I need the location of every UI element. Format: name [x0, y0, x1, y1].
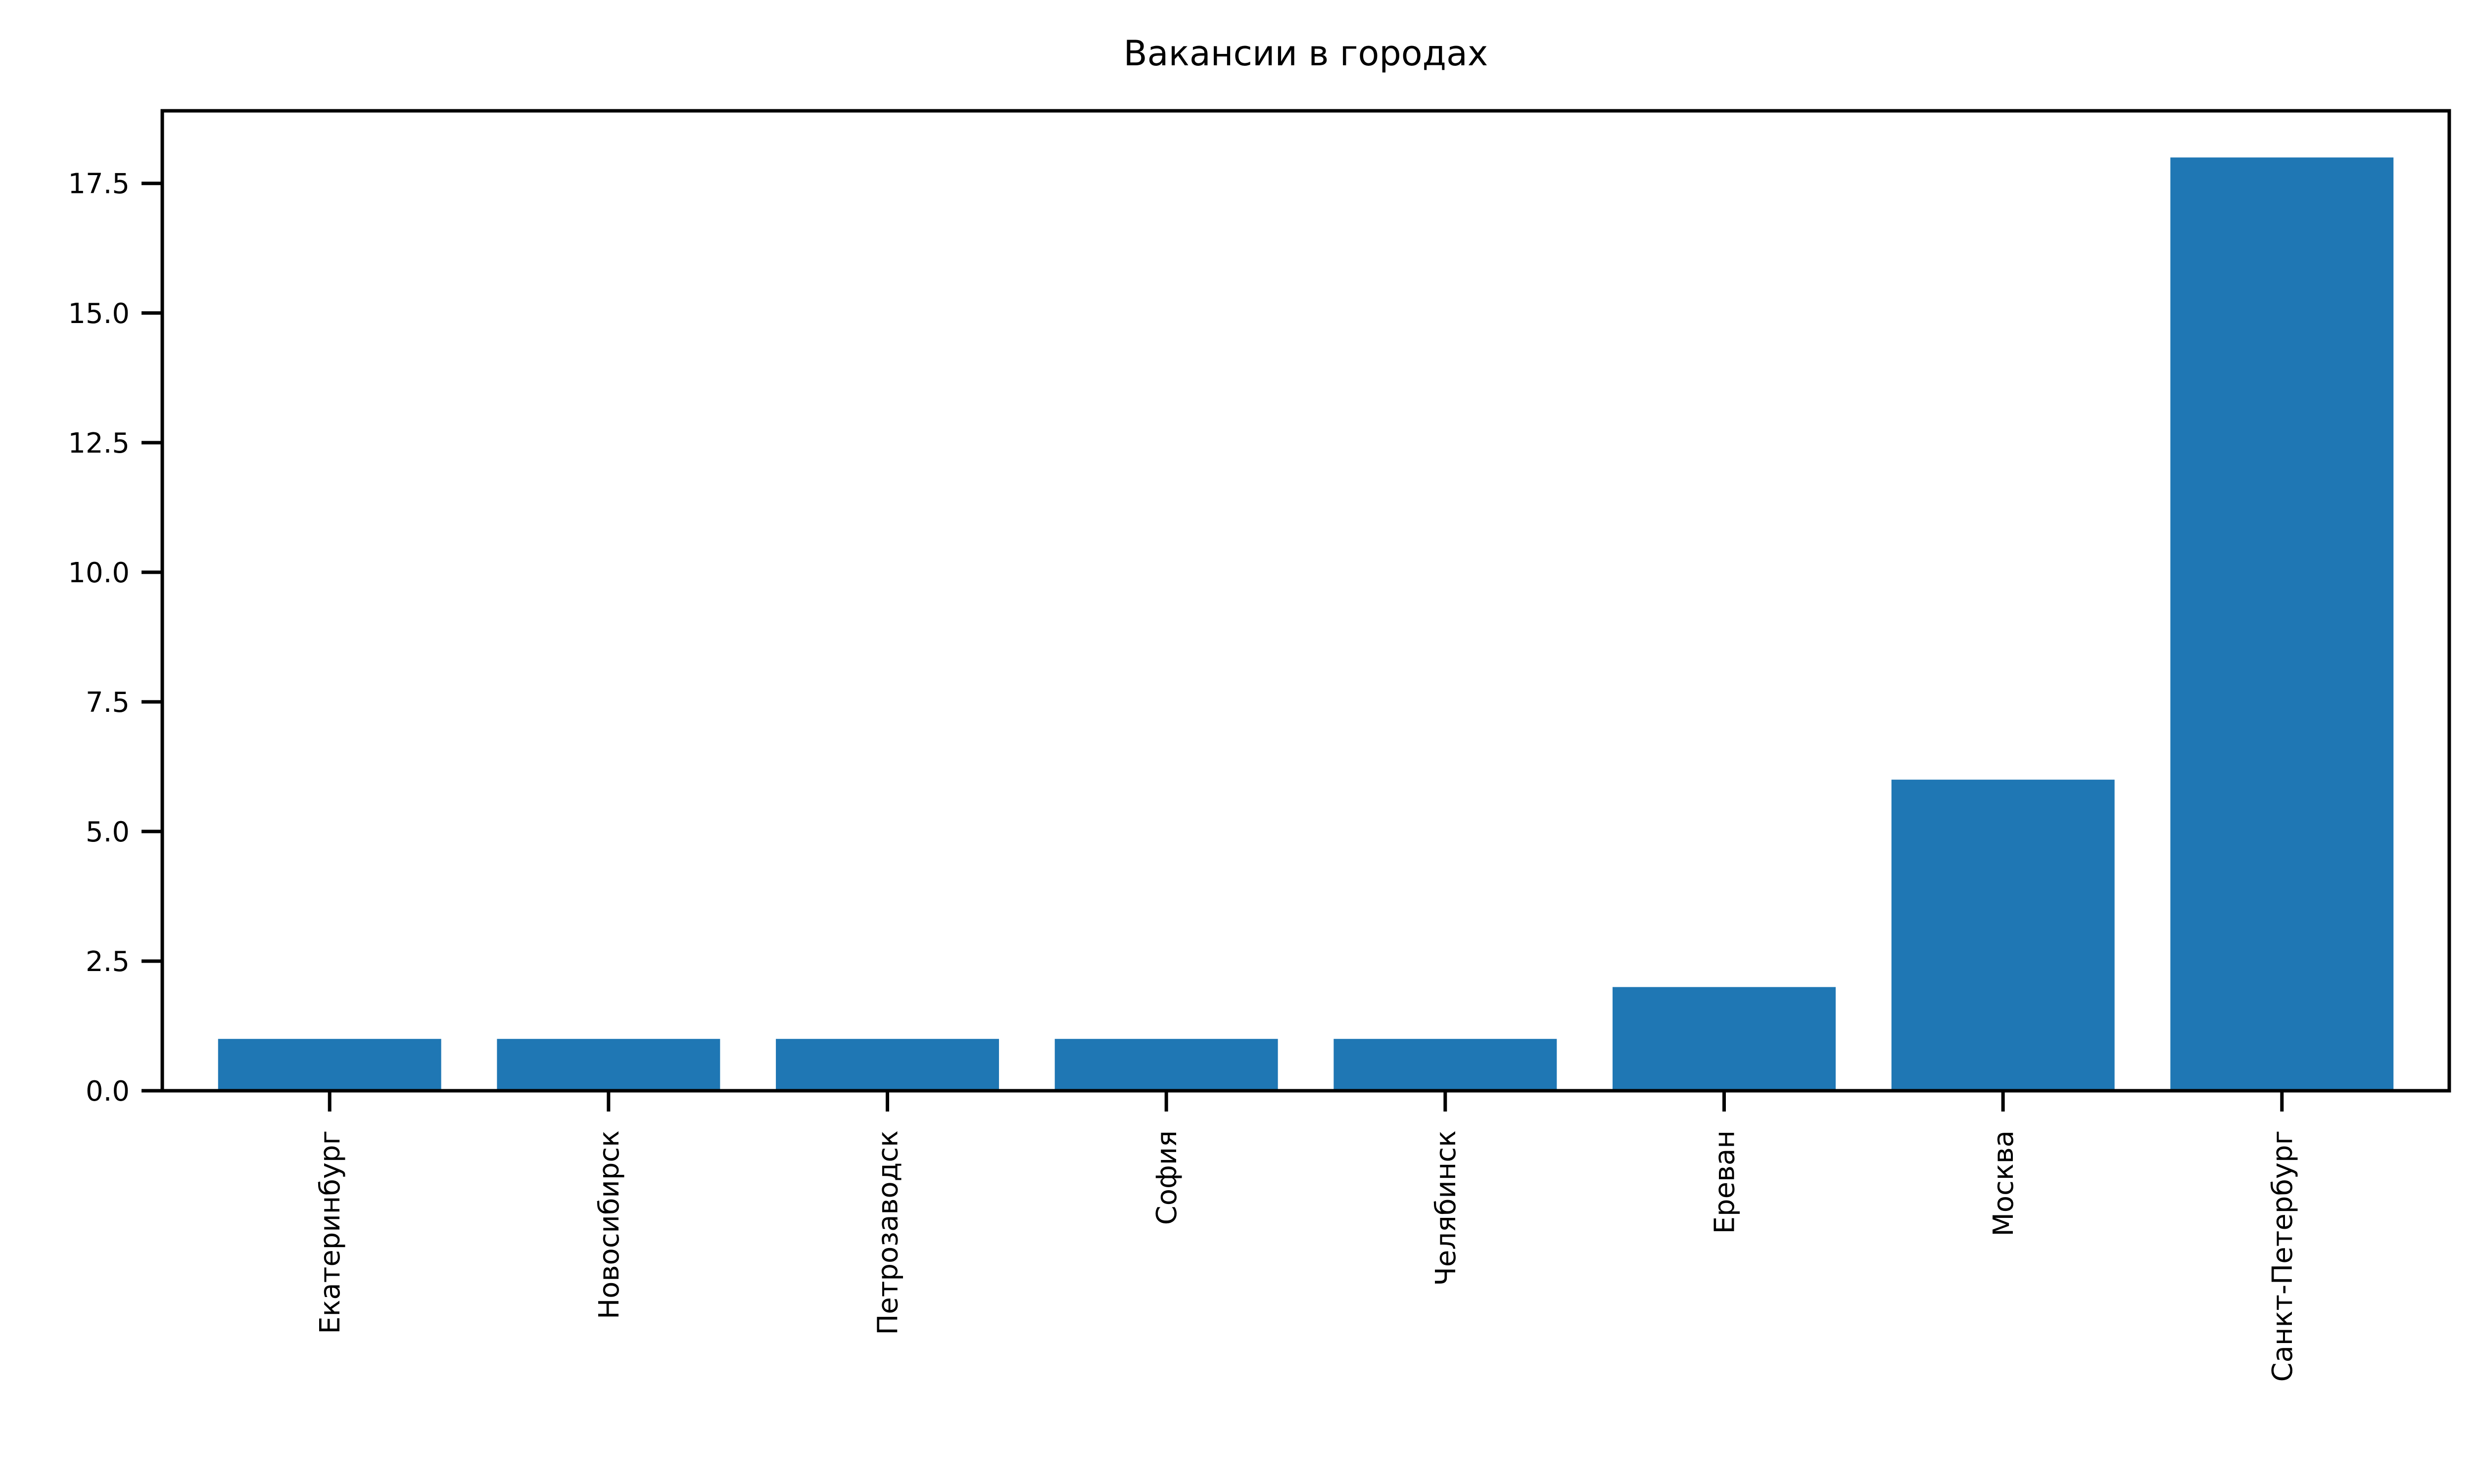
x-tick-label: Ереван	[1709, 1130, 1741, 1234]
y-tick-label: 15.0	[68, 298, 130, 330]
bars-group	[218, 157, 2394, 1091]
y-axis: 0.0 2.5 5.0 7.5 10.0 12.5 15.0 17.5	[68, 168, 162, 1108]
y-tick-label: 12.5	[68, 427, 130, 460]
x-tick-label: Челябинск	[1430, 1130, 1462, 1286]
y-tick-label: 0.0	[86, 1075, 130, 1108]
x-tick-label: Петрозаводск	[872, 1130, 904, 1335]
x-tick-label: Екатеринбург	[314, 1130, 346, 1334]
bar-2	[776, 1039, 999, 1091]
y-tick-label: 2.5	[86, 946, 130, 978]
bar-5	[1613, 987, 1836, 1091]
plot-frame	[160, 109, 2451, 1093]
bar-3	[1054, 1039, 1278, 1091]
bar-0	[218, 1039, 441, 1091]
chart-title: Вакансии в городах	[1124, 33, 1488, 74]
bar-6	[1891, 780, 2115, 1091]
y-tick-label: 7.5	[86, 687, 130, 719]
x-tick-label: София	[1151, 1130, 1183, 1225]
x-axis: Екатеринбург Новосибирск Петрозаводск София…	[314, 1091, 2299, 1382]
bar-4	[1333, 1039, 1557, 1091]
bar-7	[2170, 157, 2394, 1091]
y-tick-label: 5.0	[86, 816, 130, 848]
x-tick-label: Новосибирск	[593, 1130, 625, 1319]
y-tick-label: 10.0	[68, 557, 130, 589]
bar-1	[497, 1039, 720, 1091]
y-tick-label: 17.5	[68, 168, 130, 200]
x-tick-label: Москва	[1988, 1130, 2020, 1237]
x-tick-label: Санкт-Петербург	[2267, 1130, 2299, 1382]
